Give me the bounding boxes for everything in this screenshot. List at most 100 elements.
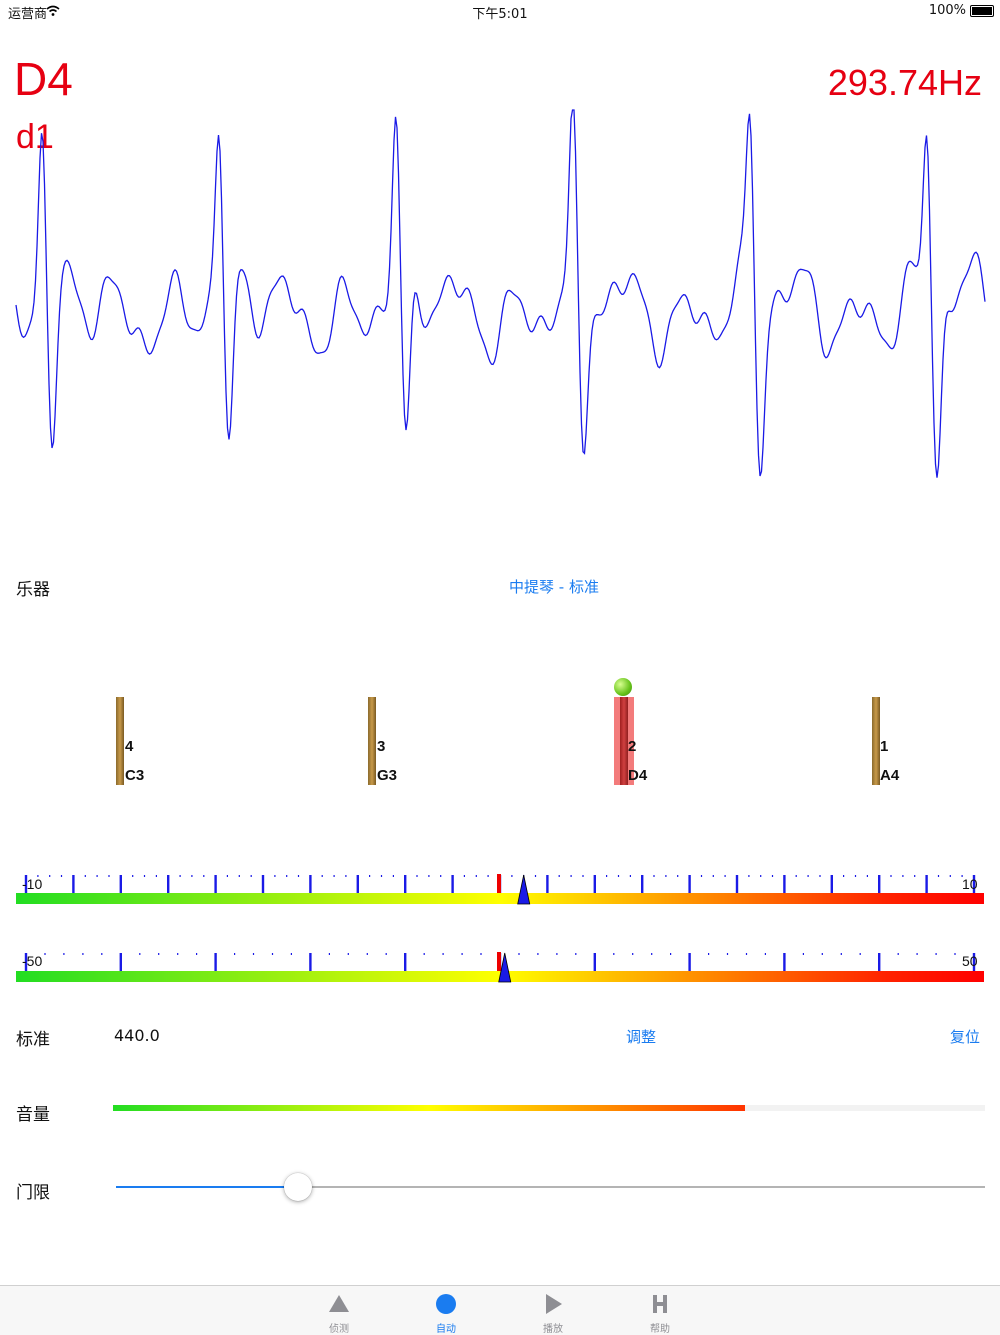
meter-major-tick	[24, 875, 28, 893]
tab-auto[interactable]: 自动	[406, 1292, 486, 1335]
meter-minor-tick	[428, 875, 430, 877]
meter-minor-tick	[475, 875, 477, 877]
meter-minor-tick	[203, 875, 205, 877]
meter-minor-tick	[890, 875, 892, 877]
meter-minor-tick	[82, 953, 84, 955]
coarse-meter-max-label: 50	[962, 953, 978, 969]
meter-minor-tick	[96, 875, 98, 877]
tab-detect[interactable]: 侦测	[299, 1292, 379, 1335]
meter-minor-tick	[143, 875, 146, 877]
meter-minor-tick	[139, 953, 141, 955]
meter-minor-tick	[196, 953, 198, 955]
threshold-slider-track[interactable]	[116, 1186, 985, 1188]
clock: 下午5:01	[472, 7, 528, 22]
meter-minor-tick	[238, 875, 240, 877]
meter-minor-tick	[392, 875, 394, 877]
meter-major-tick	[24, 953, 28, 971]
meter-major-tick	[119, 953, 122, 971]
meter-minor-tick	[935, 953, 937, 955]
string-bar-3[interactable]	[368, 697, 376, 785]
instrument-selector[interactable]: 中提琴 - 标准	[509, 578, 599, 596]
meter-minor-tick	[480, 953, 482, 955]
meter-minor-tick	[101, 953, 103, 955]
meter-minor-tick	[440, 875, 442, 877]
meter-minor-tick	[613, 953, 615, 955]
meter-minor-tick	[369, 875, 371, 877]
meter-minor-tick	[745, 953, 748, 955]
threshold-slider-fill	[116, 1186, 299, 1188]
meter-major-tick	[641, 875, 644, 893]
meter-minor-tick	[333, 875, 335, 877]
meter-minor-tick	[771, 875, 774, 877]
tab-play-label: 播放	[543, 1324, 563, 1335]
string-note-2: D4	[628, 767, 648, 784]
fine-meter-center-mark	[497, 874, 501, 893]
meter-minor-tick	[795, 875, 797, 877]
active-string-indicator	[614, 678, 632, 696]
meter-minor-tick	[271, 953, 274, 955]
meter-minor-tick	[665, 875, 667, 877]
meter-major-tick	[925, 875, 928, 893]
string-number-3: 3	[377, 738, 386, 755]
meter-minor-tick	[487, 875, 489, 877]
instrument-label: 乐器	[16, 580, 50, 600]
meter-minor-tick	[653, 875, 655, 877]
meter-minor-tick	[897, 953, 899, 955]
string-note-3: G3	[377, 767, 398, 784]
meter-minor-tick	[132, 875, 134, 877]
string-bar-2[interactable]	[620, 697, 628, 785]
string-bar-4[interactable]	[116, 697, 124, 785]
meter-minor-tick	[63, 953, 65, 955]
meter-minor-tick	[44, 953, 46, 955]
meter-minor-tick	[463, 875, 465, 877]
meter-minor-tick	[518, 953, 520, 955]
meter-minor-tick	[286, 875, 288, 877]
string-note-4: C3	[125, 767, 145, 784]
meter-minor-tick	[670, 953, 672, 955]
meter-major-tick	[735, 875, 739, 893]
meter-minor-tick	[177, 953, 179, 955]
meter-minor-tick	[748, 875, 750, 877]
meter-major-tick	[309, 953, 312, 971]
volume-label: 音量	[16, 1105, 50, 1125]
string-bar-1[interactable]	[872, 697, 880, 785]
tab-play[interactable]: 播放	[513, 1292, 593, 1335]
meter-minor-tick	[297, 875, 300, 877]
meter-minor-tick	[961, 875, 963, 877]
volume-level-bar	[113, 1105, 746, 1111]
meter-major-tick	[404, 953, 407, 971]
meter-minor-tick	[250, 875, 252, 877]
meter-minor-tick	[366, 953, 368, 955]
meter-minor-tick	[234, 953, 236, 955]
h-letter-icon	[653, 1295, 667, 1313]
meter-major-tick	[830, 875, 833, 893]
meter-major-tick	[546, 875, 549, 893]
detected-solfege: d1	[16, 118, 54, 156]
meter-minor-tick	[819, 875, 821, 877]
meter-minor-tick	[108, 875, 110, 877]
threshold-label: 门限	[16, 1183, 50, 1203]
meter-minor-tick	[155, 875, 157, 877]
meter-minor-tick	[902, 875, 904, 877]
meter-minor-tick	[158, 953, 160, 955]
meter-minor-tick	[60, 875, 63, 877]
tab-help[interactable]: 帮助	[620, 1292, 700, 1335]
reset-button[interactable]: 复位	[950, 1028, 981, 1046]
adjust-button[interactable]: 调整	[626, 1028, 657, 1046]
meter-major-tick	[688, 875, 691, 893]
meter-major-tick	[214, 875, 217, 893]
meter-minor-tick	[556, 953, 558, 955]
coarse-meter-needle	[498, 952, 512, 983]
play-icon	[546, 1294, 562, 1314]
reference-value: 440.0	[114, 1026, 160, 1045]
meter-minor-tick	[840, 953, 842, 955]
carrier-label: 运营商	[8, 7, 48, 22]
triangle-up-icon	[329, 1295, 349, 1312]
threshold-slider-thumb[interactable]	[284, 1173, 313, 1201]
reference-label: 标准	[16, 1030, 50, 1050]
coarse-meter-min-label: -50	[22, 953, 42, 969]
meter-minor-tick	[290, 953, 292, 955]
coarse-tuning-meter: -50 50	[16, 952, 984, 983]
status-bar: 运营商 下午5:01 100%	[0, 0, 1000, 22]
circle-icon	[436, 1294, 456, 1314]
